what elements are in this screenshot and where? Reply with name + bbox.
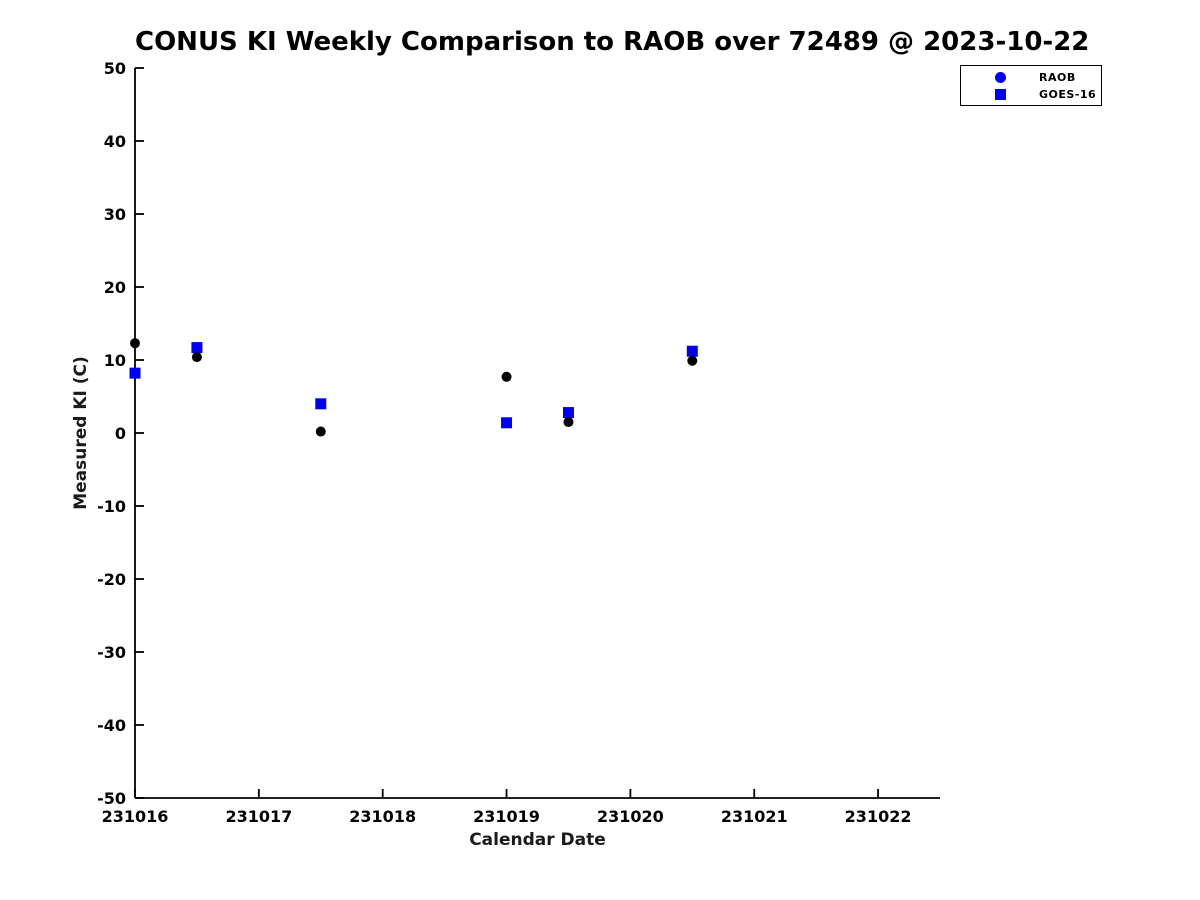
data-point-goes-16: [129, 367, 141, 379]
legend-marker-cell: [961, 88, 1039, 100]
legend-item-goes16: GOES-16: [961, 86, 1101, 102]
x-tick-label: 231020: [597, 807, 664, 826]
data-point-raob: [191, 352, 202, 363]
y-tick-label: 20: [104, 278, 126, 297]
data-point-goes-16: [191, 342, 203, 354]
data-point-goes-16: [686, 345, 698, 357]
legend-marker-cell: [961, 71, 1039, 83]
x-tick-label: 231022: [845, 807, 912, 826]
legend-item-raob: RAOB: [961, 69, 1101, 85]
data-point-raob: [687, 355, 698, 366]
data-point-raob: [563, 417, 574, 428]
y-tick-label: 30: [104, 205, 126, 224]
data-point-goes-16: [562, 407, 574, 419]
x-tick-label: 231019: [473, 807, 540, 826]
legend: RAOB GOES-16: [960, 65, 1102, 106]
y-tick-label: -30: [97, 643, 126, 662]
data-point-goes-16: [501, 417, 513, 429]
y-tick-label: -50: [97, 789, 126, 808]
x-tick-label: 231017: [225, 807, 292, 826]
goes16-square-marker-icon: [994, 88, 1006, 100]
y-tick-label: -10: [97, 497, 126, 516]
y-tick-label: 0: [115, 424, 126, 443]
data-point-goes-16: [315, 398, 327, 410]
x-axis-label: Calendar Date: [469, 830, 606, 850]
y-axis-label: Measured KI (C): [71, 356, 91, 510]
data-point-raob: [315, 426, 326, 437]
raob-circle-marker-icon: [994, 71, 1006, 83]
data-point-raob: [130, 338, 140, 349]
y-tick-label: -40: [97, 716, 126, 735]
x-tick-label: 231021: [721, 807, 788, 826]
x-tick-label: 231018: [349, 807, 416, 826]
chart-title: CONUS KI Weekly Comparison to RAOB over …: [135, 27, 1090, 57]
y-tick-label: 10: [104, 351, 126, 370]
x-tick-label: 231016: [102, 807, 169, 826]
legend-label-raob: RAOB: [1039, 70, 1076, 84]
y-tick-label: -20: [97, 570, 126, 589]
data-point-raob: [501, 371, 512, 382]
legend-label-goes16: GOES-16: [1039, 87, 1097, 101]
y-tick-label: 50: [104, 59, 126, 78]
y-tick-label: 40: [104, 132, 126, 151]
